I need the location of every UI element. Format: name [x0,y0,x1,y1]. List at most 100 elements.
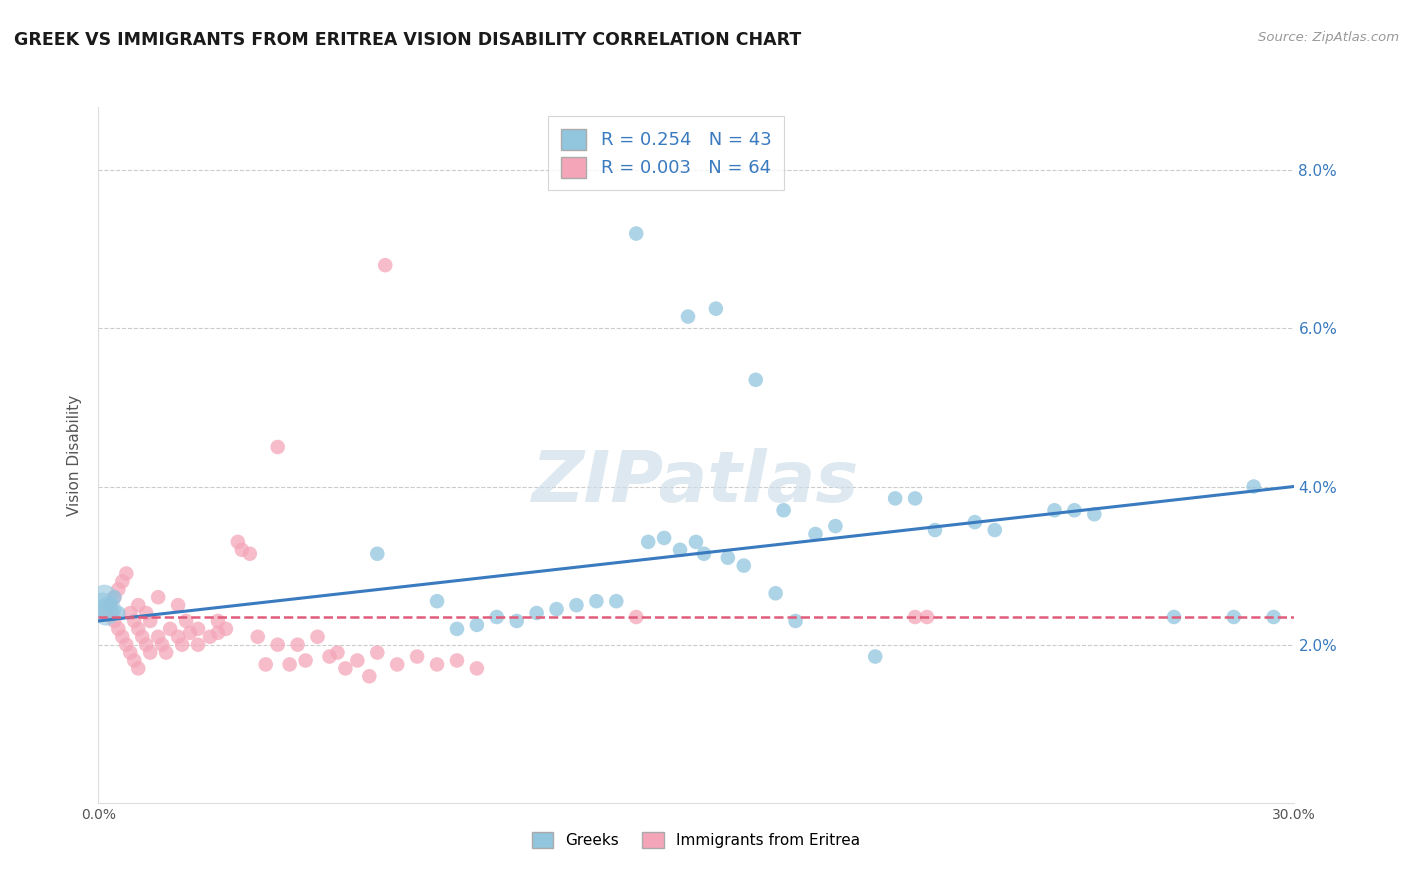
Point [103,614,125,628]
Point [239,547,262,561]
Point [198,630,221,644]
Point [148,591,170,605]
Point [385,657,409,672]
Point [96,606,118,620]
Point [231,542,253,557]
Point [733,558,755,573]
Point [115,566,138,581]
Point [704,301,727,316]
Point [135,638,157,652]
Point [772,503,794,517]
Point [963,515,986,529]
Point [246,630,269,644]
Point [374,258,396,272]
Point [1063,503,1085,517]
Point [785,614,807,628]
Legend: Greeks, Immigrants from Eritrea: Greeks, Immigrants from Eritrea [526,826,866,855]
Point [103,591,125,605]
Point [97,602,120,616]
Point [346,653,368,667]
Point [652,531,675,545]
Point [904,610,927,624]
Point [984,523,1007,537]
Point [124,653,146,667]
Point [1043,503,1066,517]
Point [685,534,707,549]
Point [155,646,177,660]
Point [93,591,115,605]
Point [366,547,388,561]
Point [207,614,229,628]
Point [287,638,309,652]
Point [804,527,827,541]
Point [366,646,388,660]
Point [526,606,548,620]
Point [626,610,648,624]
Point [1223,610,1246,624]
Point [884,491,907,506]
Point [1083,507,1105,521]
Point [174,614,197,628]
Point [924,523,946,537]
Point [131,630,153,644]
Point [148,630,170,644]
Point [426,594,449,608]
Point [96,606,118,620]
Point [693,547,716,561]
Point [139,646,162,660]
Point [446,622,468,636]
Point [120,646,142,660]
Point [150,638,173,652]
Point [139,614,162,628]
Point [307,630,329,644]
Point [167,598,190,612]
Point [465,661,488,675]
Point [207,625,229,640]
Point [226,534,249,549]
Point [717,550,740,565]
Point [107,582,129,597]
Point [267,638,290,652]
Point [294,653,316,667]
Point [865,649,887,664]
Text: Source: ZipAtlas.com: Source: ZipAtlas.com [1258,31,1399,45]
Point [98,598,122,612]
Point [167,630,190,644]
Point [669,542,692,557]
Point [111,630,134,644]
Point [187,622,209,636]
Point [215,622,238,636]
Text: GREEK VS IMMIGRANTS FROM ERITREA VISION DISABILITY CORRELATION CHART: GREEK VS IMMIGRANTS FROM ERITREA VISION … [14,31,801,49]
Point [135,606,157,620]
Point [506,614,529,628]
Point [124,614,146,628]
Point [107,606,129,620]
Point [824,519,846,533]
Point [115,638,138,652]
Point [127,622,149,636]
Point [107,622,129,636]
Point [91,598,114,612]
Point [179,625,201,640]
Point [406,649,429,664]
Point [120,606,142,620]
Point [187,638,209,652]
Point [278,657,301,672]
Point [103,591,125,605]
Point [326,646,349,660]
Point [446,653,468,667]
Y-axis label: Vision Disability: Vision Disability [67,394,83,516]
Point [605,594,627,608]
Point [765,586,787,600]
Point [254,657,277,672]
Point [267,440,290,454]
Point [565,598,588,612]
Point [904,491,927,506]
Point [485,610,508,624]
Point [127,661,149,675]
Point [335,661,357,675]
Point [1243,479,1265,493]
Point [359,669,381,683]
Point [585,594,607,608]
Point [626,227,648,241]
